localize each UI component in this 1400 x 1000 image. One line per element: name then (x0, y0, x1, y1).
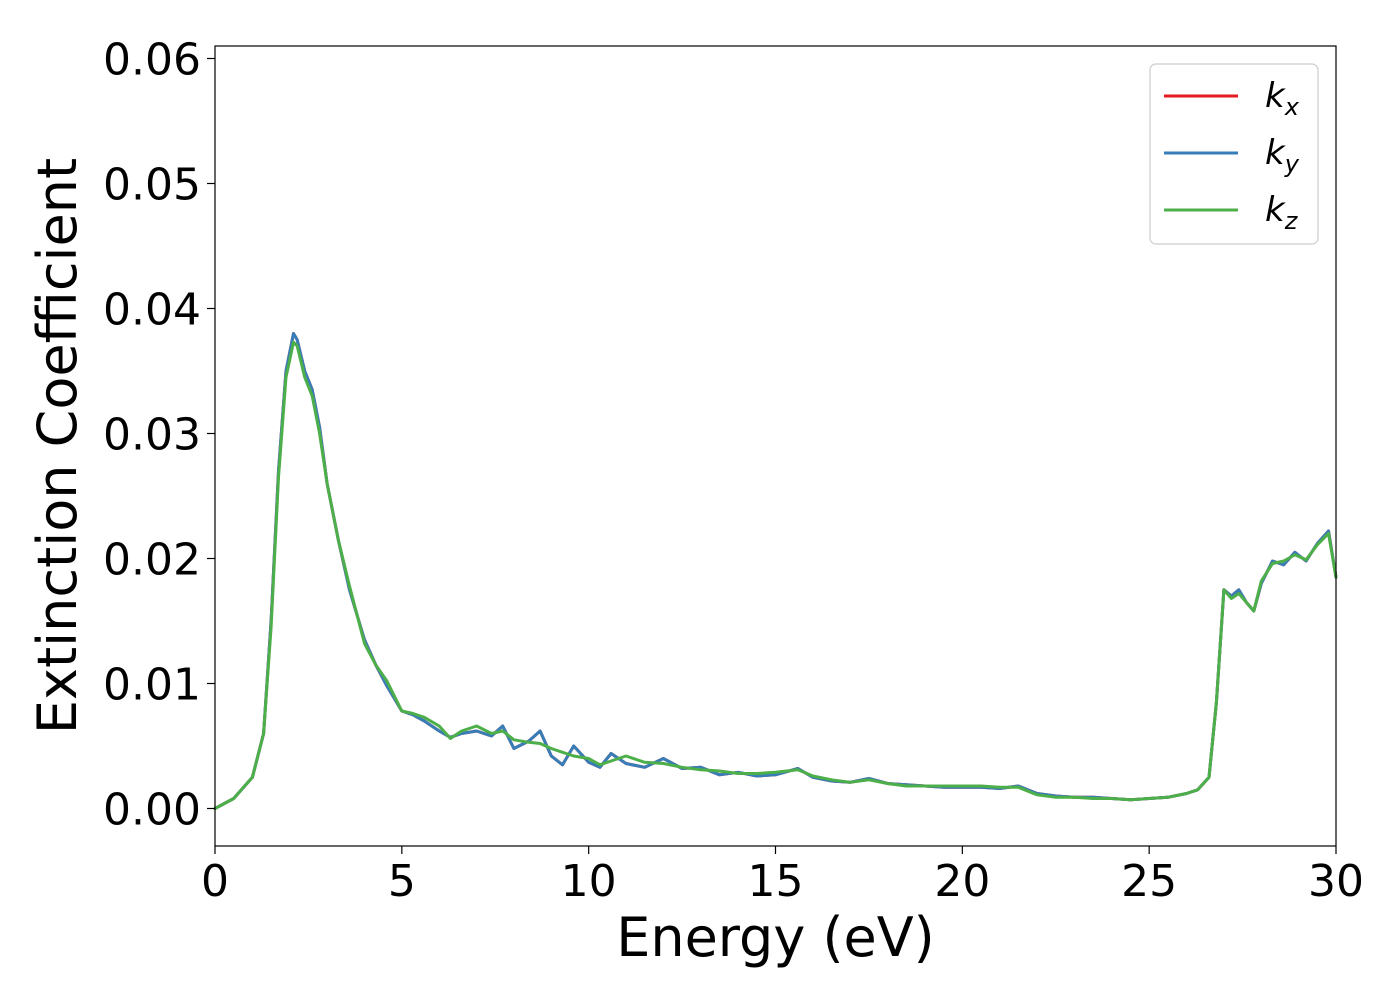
y-tick-label: 0.00 (103, 785, 201, 836)
x-tick-label: 20 (934, 856, 990, 907)
x-tick-label: 5 (388, 856, 416, 907)
x-tick-label: 0 (201, 856, 229, 907)
y-tick-label: 0.06 (103, 35, 201, 86)
y-axis-title: Extinction Coefficient (26, 158, 89, 734)
x-axis-title: Energy (eV) (616, 906, 935, 969)
x-tick-label: 30 (1308, 856, 1364, 907)
y-tick-label: 0.03 (103, 410, 201, 461)
x-tick-label: 25 (1121, 856, 1177, 907)
legend-label-y: ky (1265, 133, 1300, 178)
series-layer (213, 332, 1338, 810)
y-tick-label: 0.01 (103, 660, 201, 711)
x-tick-label: 15 (748, 856, 804, 907)
y-tick-label: 0.04 (103, 285, 201, 336)
series-line-z (213, 340, 1338, 810)
x-axis: 0 5 10 15 20 25 30 (201, 846, 1364, 907)
y-axis: 0.00 0.01 0.02 0.03 0.04 0.05 0.06 (103, 35, 215, 836)
legend-label-z: kz (1265, 190, 1299, 235)
legend: kx ky kz (1149, 63, 1319, 245)
y-tick-label: 0.02 (103, 535, 201, 586)
plot-area (215, 46, 1336, 846)
y-tick-label: 0.05 (103, 160, 201, 211)
legend-label-x: kx (1265, 76, 1300, 121)
x-tick-label: 10 (561, 856, 617, 907)
